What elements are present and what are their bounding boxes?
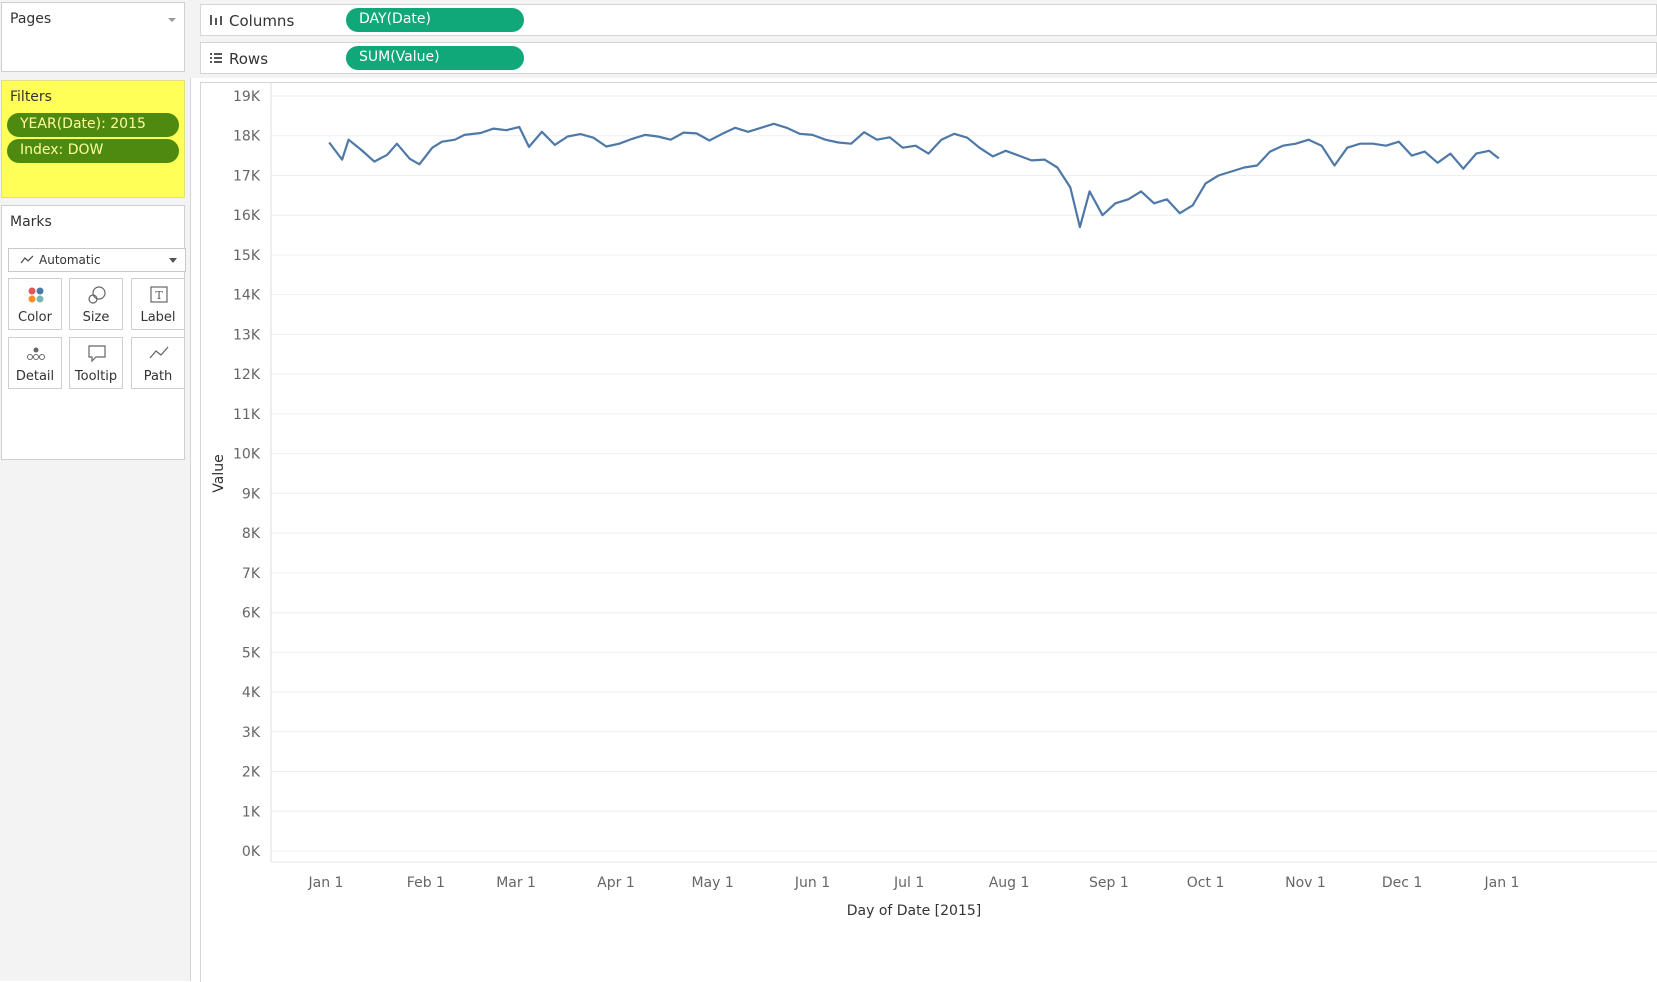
marks-path-label: Path <box>143 369 173 384</box>
x-tick-label: Jul 1 <box>893 875 924 891</box>
filter-pill-year[interactable]: YEAR(Date): 2015 <box>7 113 179 137</box>
tooltip-icon <box>88 345 106 363</box>
pages-title: Pages <box>10 11 52 27</box>
y-tick-label: 9K <box>242 486 261 502</box>
y-tick-label: 13K <box>233 327 261 343</box>
line-mark-icon <box>20 255 34 264</box>
marks-size-button[interactable]: Size <box>69 278 123 330</box>
marks-card: Marks <box>1 205 185 460</box>
marks-label-label: Label <box>140 310 176 325</box>
filter-pill-index[interactable]: Index: DOW <box>7 139 179 163</box>
x-tick-label: May 1 <box>691 875 733 891</box>
y-tick-label: 5K <box>242 645 261 661</box>
rows-icon <box>210 53 222 63</box>
x-tick-label: Oct 1 <box>1187 875 1225 891</box>
chevron-down-icon <box>169 258 177 263</box>
y-tick-label: 15K <box>233 248 261 264</box>
x-tick-label: Feb 1 <box>407 875 445 891</box>
color-icon <box>28 287 44 303</box>
marks-tooltip-button[interactable]: Tooltip <box>69 337 123 389</box>
y-tick-label: 11K <box>233 407 261 423</box>
pages-card[interactable]: Pages <box>1 2 185 72</box>
marks-detail-button[interactable]: Detail <box>8 337 62 389</box>
x-tick-label: Mar 1 <box>496 875 536 891</box>
marks-color-button[interactable]: Color <box>8 278 62 330</box>
y-tick-label: 2K <box>242 765 261 781</box>
x-tick-label: Jan 1 <box>308 875 344 891</box>
columns-shelf-label: Columns <box>229 12 295 30</box>
marks-label-button[interactable]: T Label <box>131 278 185 330</box>
svg-text:T: T <box>155 289 163 302</box>
chevron-down-icon[interactable] <box>168 18 176 22</box>
y-tick-label: 19K <box>233 89 261 105</box>
x-axis-title: Day of Date [2015] <box>847 903 982 919</box>
y-tick-label: 0K <box>242 844 261 860</box>
y-tick-label: 17K <box>233 168 261 184</box>
x-axis-ticks: Jan 1 Feb 1 Mar 1 Apr 1 May 1 Jun 1 Jul 1 Aug 1… <box>308 875 1520 891</box>
columns-icon <box>210 15 222 25</box>
y-tick-label: 10K <box>233 447 261 463</box>
marks-path-button[interactable]: Path <box>131 337 185 389</box>
y-tick-label: 14K <box>233 288 261 304</box>
label-icon: T <box>150 286 168 303</box>
y-tick-label: 16K <box>233 208 261 224</box>
marks-color-label: Color <box>18 310 52 325</box>
mark-type-dropdown[interactable]: Automatic <box>8 248 186 272</box>
x-tick-label: Sep 1 <box>1089 875 1129 891</box>
x-tick-label: Apr 1 <box>597 875 635 891</box>
path-icon <box>149 346 169 359</box>
y-axis-ticks: 0K 1K 2K 3K 4K 5K 6K 7K 8K 9K 10K 11K 12K 13K 14K 15K 16… <box>233 89 261 860</box>
detail-icon <box>27 347 45 360</box>
x-tick-label: Nov 1 <box>1285 875 1326 891</box>
marks-title: Marks <box>10 214 52 230</box>
y-tick-label: 4K <box>242 685 261 701</box>
line-chart: 0K 1K 2K 3K 4K 5K 6K 7K 8K 9K 10K 11K 12K 13K 14K 15K 16… <box>211 82 1657 919</box>
x-tick-label: Jan 1 <box>1484 875 1520 891</box>
marks-size-label: Size <box>82 310 110 325</box>
y-tick-label: 6K <box>242 606 261 622</box>
chart-grid <box>270 82 1657 863</box>
filters-card[interactable]: Filters YEAR(Date): 2015 Index: DOW <box>1 80 185 198</box>
rows-shelf[interactable]: Rows SUM(Value) <box>200 42 1657 74</box>
rows-shelf-label: Rows <box>229 50 269 68</box>
columns-pill[interactable]: DAY(Date) <box>346 8 524 32</box>
y-tick-label: 18K <box>233 129 261 145</box>
x-tick-label: Dec 1 <box>1382 875 1422 891</box>
rows-pill[interactable]: SUM(Value) <box>346 46 524 70</box>
y-axis-title: Value <box>211 454 227 492</box>
filters-title: Filters <box>10 89 52 105</box>
view-area <box>200 82 1657 982</box>
columns-shelf[interactable]: Columns DAY(Date) <box>200 4 1657 36</box>
series-line <box>328 122 1500 229</box>
y-tick-label: 1K <box>242 804 261 820</box>
y-tick-label: 7K <box>242 566 261 582</box>
mark-type-label: Automatic <box>39 253 101 267</box>
y-tick-label: 3K <box>242 725 261 741</box>
y-tick-label: 8K <box>242 526 261 542</box>
x-tick-label: Aug 1 <box>989 875 1030 891</box>
marks-detail-label: Detail <box>15 369 55 384</box>
size-icon <box>88 286 106 304</box>
marks-tooltip-label: Tooltip <box>74 369 118 384</box>
y-tick-label: 12K <box>233 367 261 383</box>
x-tick-label: Jun 1 <box>794 875 830 891</box>
